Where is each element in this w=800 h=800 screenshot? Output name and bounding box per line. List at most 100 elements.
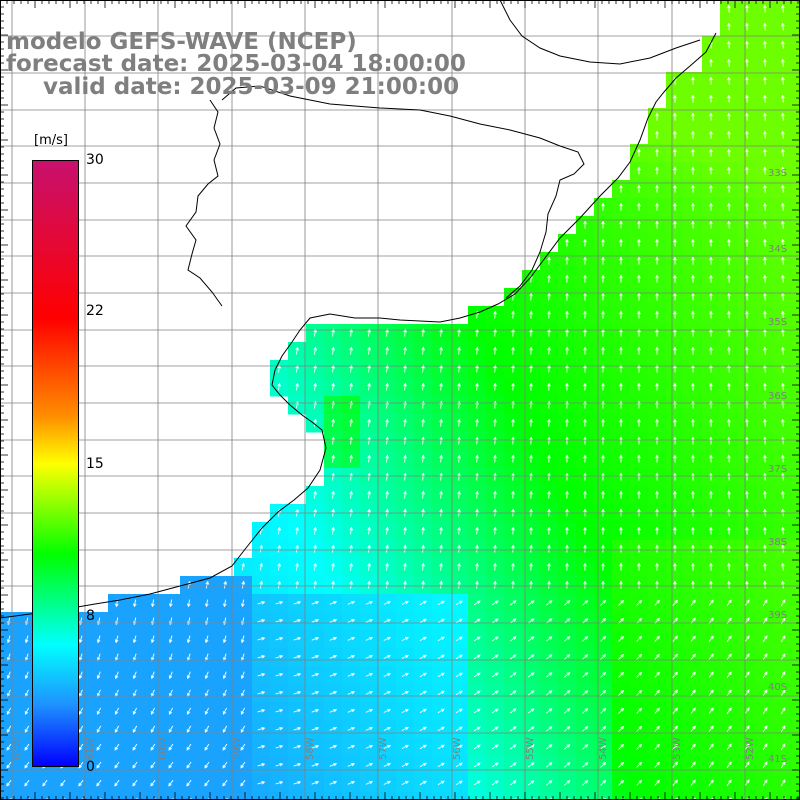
wind-arrow (726, 599, 732, 607)
wind-arrow (780, 671, 786, 679)
wind-arrow (583, 346, 587, 355)
wind-arrow (691, 112, 695, 121)
wind-arrow (527, 744, 535, 750)
wind-arrow (727, 436, 731, 445)
wind-arrow (564, 654, 571, 660)
wind-arrow (493, 580, 497, 589)
longitude-label: 51W (0, 737, 3, 760)
wind-arrow (437, 726, 445, 732)
wind-arrow (619, 310, 623, 319)
wind-arrow (527, 636, 535, 642)
wind-arrow (437, 600, 445, 606)
wind-arrow (367, 454, 371, 463)
wind-arrow (455, 744, 463, 750)
wind-arrow (763, 184, 767, 193)
wind-arrow (347, 762, 356, 767)
wind-arrow (763, 328, 767, 337)
wind-arrow (726, 689, 732, 697)
wind-arrow (421, 490, 425, 499)
wind-arrow (637, 256, 641, 265)
wind-arrow (78, 743, 84, 751)
wind-arrow (419, 744, 427, 750)
wind-arrow (762, 707, 768, 715)
field-cell (792, 0, 800, 19)
wind-arrow (385, 418, 389, 427)
wind-arrow (421, 580, 425, 589)
wind-arrow (727, 562, 731, 571)
field-cell (792, 522, 800, 541)
wind-arrow (493, 310, 497, 319)
wind-arrow (619, 526, 623, 535)
wind-arrow (600, 725, 607, 732)
wind-arrow (329, 690, 338, 695)
wind-arrow (708, 725, 714, 733)
wind-arrow (493, 544, 497, 553)
wind-arrow (619, 382, 623, 391)
wind-arrow (421, 562, 425, 571)
wind-arrow (311, 672, 320, 677)
field-cell (342, 792, 361, 800)
wind-arrow (780, 725, 786, 733)
wind-arrow (293, 618, 302, 623)
wind-arrow (564, 744, 571, 750)
wind-arrow (673, 148, 677, 157)
wind-arrow (673, 112, 677, 121)
wind-arrow (313, 526, 318, 535)
wind-arrow (781, 22, 785, 31)
wind-arrow (511, 382, 515, 391)
wind-arrow (349, 364, 354, 373)
colorbar-tick-15: 15 (86, 456, 104, 472)
longitude-label: 52W (745, 737, 756, 760)
field-cell (792, 72, 800, 91)
wind-arrow (475, 436, 479, 445)
field-cell (396, 792, 415, 800)
wind-arrow (744, 653, 750, 661)
wind-arrow (403, 580, 407, 589)
wind-arrow (636, 635, 643, 642)
wind-arrow (726, 779, 732, 787)
wind-arrow (601, 364, 605, 373)
wind-arrow (744, 743, 750, 751)
field-cell (792, 234, 800, 253)
wind-arrow (691, 490, 695, 499)
wind-arrow (475, 562, 479, 571)
wind-arrow (601, 436, 605, 445)
wind-arrow (619, 220, 623, 229)
wind-arrow (204, 761, 210, 769)
wind-arrow (763, 418, 767, 427)
wind-arrow (673, 328, 677, 337)
wind-arrow (241, 580, 246, 589)
wind-arrow (24, 743, 30, 751)
latitude-label: 39S (768, 610, 787, 621)
wind-arrow (763, 454, 767, 463)
wind-arrow (745, 220, 749, 229)
wind-arrow (744, 635, 750, 643)
wind-arrow (401, 654, 409, 659)
wind-arrow (690, 635, 696, 642)
wind-arrow (293, 600, 302, 605)
wind-arrow (637, 292, 641, 301)
wind-arrow (583, 526, 587, 535)
field-cell (90, 792, 109, 800)
wind-arrow (655, 490, 659, 499)
wind-arrow (762, 689, 768, 697)
wind-arrow (780, 761, 786, 769)
wind-arrow (132, 761, 138, 769)
wind-arrow (439, 328, 443, 337)
wind-arrow (637, 472, 641, 481)
wind-arrow (168, 599, 173, 608)
wind-arrow (565, 436, 569, 445)
wind-arrow (780, 743, 786, 751)
wind-arrow (636, 761, 643, 768)
wind-arrow (204, 671, 209, 680)
wind-arrow (709, 58, 713, 67)
wind-arrow (311, 744, 320, 749)
wind-arrow (275, 744, 284, 749)
wind-arrow (473, 618, 481, 624)
wind-arrow (582, 744, 589, 750)
wind-arrow (383, 618, 392, 623)
field-cell (792, 720, 800, 739)
wind-arrow (455, 654, 463, 660)
field-cell (792, 18, 800, 37)
wind-arrow (583, 418, 587, 427)
